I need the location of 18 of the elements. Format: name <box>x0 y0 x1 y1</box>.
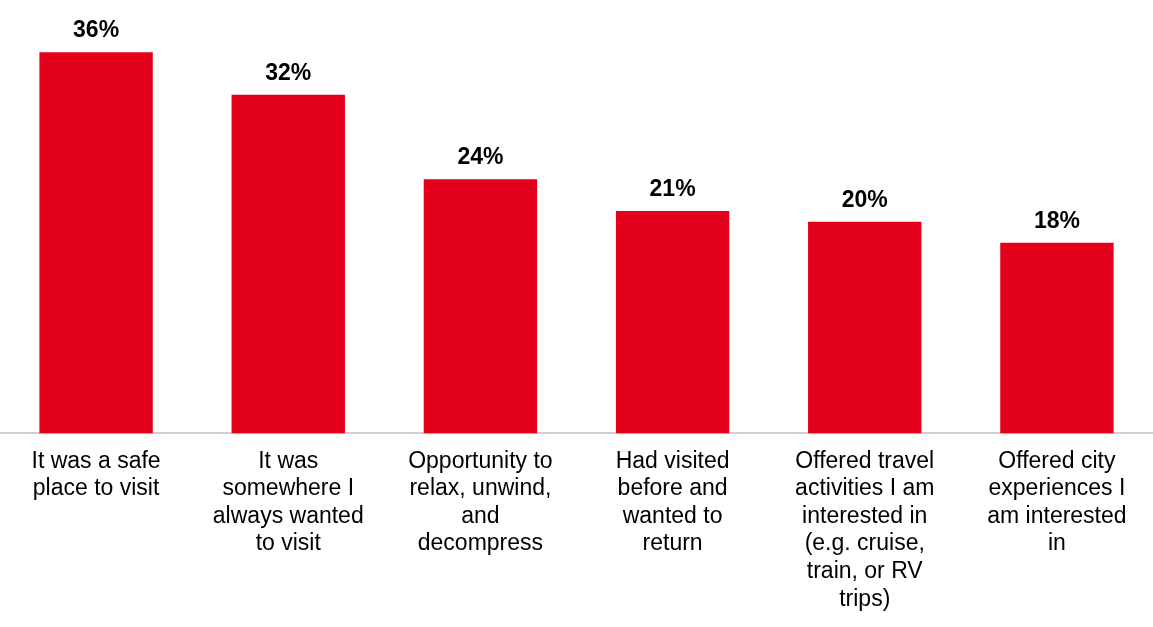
x-tick-label: Had visited before and wanted to return <box>615 446 730 556</box>
bar <box>39 52 153 434</box>
bar <box>808 221 922 434</box>
x-tick-label: Opportunity to relax, unwind, and decompress <box>408 446 553 556</box>
data-label: 21% <box>649 174 696 201</box>
data-label: 36% <box>73 16 120 43</box>
data-label: 20% <box>841 185 888 212</box>
x-tick-label: It was somewhere I always wanted to visit <box>212 446 364 556</box>
x-tick-label: Offered city experiences I am interested in <box>987 446 1127 556</box>
bar <box>615 211 730 434</box>
bar <box>423 179 538 434</box>
x-tick-label: Offered travel activities I am interested in (e.g. cruise, train, or RV trips) <box>795 446 935 611</box>
x-tick-label: It was a safe place to visit <box>31 446 161 501</box>
data-label: 32% <box>265 58 312 85</box>
bar <box>231 94 345 434</box>
bar <box>1000 242 1114 434</box>
data-label: 18% <box>1033 206 1080 233</box>
data-label: 24% <box>457 143 504 170</box>
